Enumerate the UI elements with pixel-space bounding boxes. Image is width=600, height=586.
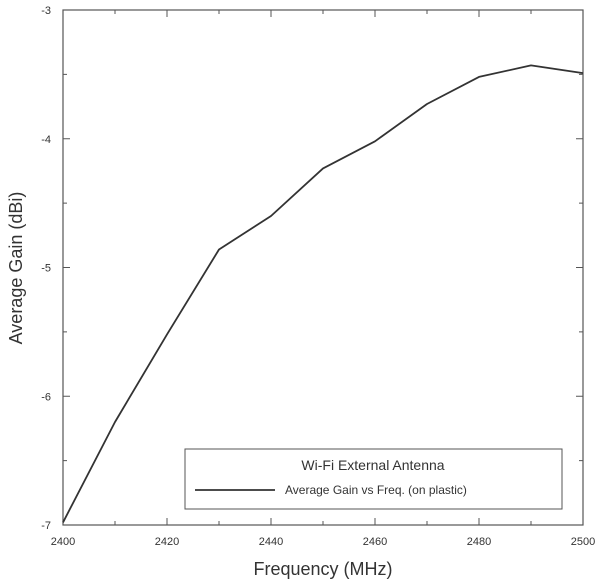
y-tick-label--3: -3	[41, 5, 51, 17]
series-line-0	[62, 64, 584, 523]
y-axis-title: Average Gain (dBi)	[6, 192, 26, 345]
x-tick-label-2500: 2500	[571, 536, 595, 548]
x-tick-label-2460: 2460	[363, 536, 387, 548]
x-tick-label-2480: 2480	[467, 536, 491, 548]
x-tick-label-2420: 2420	[155, 536, 179, 548]
axis-tick-labels: 2400 2420 2440 2460 2480 2500 -7 -6 -5 -4 -3	[41, 5, 595, 548]
y-tick-label--4: -4	[41, 134, 51, 146]
plot-frame	[62, 9, 584, 526]
x-tick-label-2400: 2400	[51, 536, 75, 548]
axis-ticks	[62, 9, 584, 526]
series-layer	[62, 64, 584, 523]
legend-title: Wi-Fi External Antenna	[301, 457, 444, 473]
y-tick-label--7: -7	[41, 520, 51, 532]
y-tick-label--6: -6	[41, 391, 51, 403]
legend-box	[184, 448, 563, 510]
legend-entry-label: Average Gain vs Freq. (on plastic)	[285, 483, 467, 497]
y-tick-label--5: -5	[41, 263, 51, 275]
x-tick-label-2440: 2440	[259, 536, 283, 548]
x-axis-title: Frequency (MHz)	[253, 559, 392, 579]
legend: Wi-Fi External Antenna Average Gain vs F…	[184, 448, 563, 510]
